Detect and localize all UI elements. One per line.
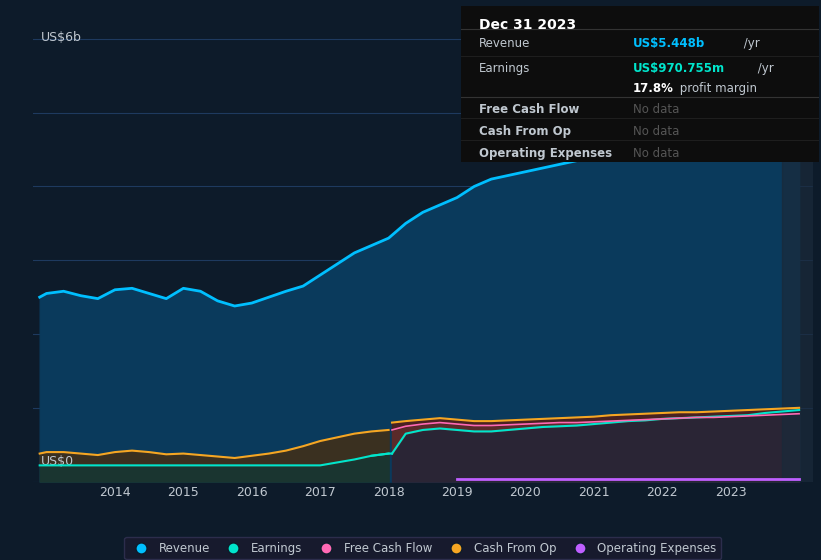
Text: No data: No data (633, 103, 679, 116)
Bar (782, 17, 813, 482)
Text: Cash From Op: Cash From Op (479, 125, 571, 138)
Legend: Revenue, Earnings, Free Cash Flow, Cash From Op, Operating Expenses: Revenue, Earnings, Free Cash Flow, Cash … (124, 537, 722, 559)
Text: US$5.448b: US$5.448b (633, 37, 705, 50)
Text: Dec 31 2023: Dec 31 2023 (479, 18, 576, 32)
Text: US$6b: US$6b (41, 31, 81, 44)
Text: Operating Expenses: Operating Expenses (479, 147, 612, 160)
Text: Earnings: Earnings (479, 62, 530, 75)
Text: US$970.755m: US$970.755m (633, 62, 725, 75)
Text: 17.8%: 17.8% (633, 82, 674, 95)
Text: US$0: US$0 (41, 455, 74, 468)
Text: Revenue: Revenue (479, 37, 530, 50)
Text: Free Cash Flow: Free Cash Flow (479, 103, 580, 116)
Text: No data: No data (633, 147, 679, 160)
Text: /yr: /yr (754, 62, 774, 75)
Text: profit margin: profit margin (676, 82, 757, 95)
Text: No data: No data (633, 125, 679, 138)
Text: /yr: /yr (740, 37, 759, 50)
